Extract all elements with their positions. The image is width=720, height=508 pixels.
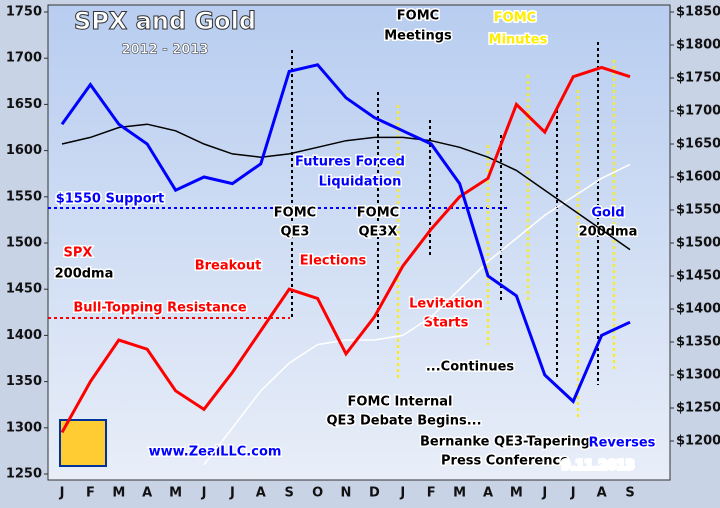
plot-frame	[47, 4, 671, 481]
annotation: Gold	[591, 206, 624, 221]
y-tick-label: 1500	[6, 236, 42, 251]
x-tick-label: M	[453, 486, 466, 501]
y2-tick-label: $1250	[676, 401, 720, 416]
x-tick-label: S	[285, 486, 294, 501]
annotation: FOMC	[274, 206, 316, 221]
chart-subtitle: 2012 - 2013	[122, 43, 209, 58]
annotation: 200dma	[55, 267, 114, 282]
y2-tick-label: $1650	[676, 137, 720, 152]
y2-tick-label: $1750	[676, 71, 720, 86]
annotation: Press Conference	[441, 454, 569, 469]
y2-tick-label: $1600	[676, 170, 720, 185]
logo	[59, 419, 107, 467]
x-tick-label: F	[427, 486, 436, 501]
y2-tick-label: $1850	[676, 5, 720, 20]
chart-title: SPX and Gold	[74, 7, 256, 35]
annotation: Liquidation	[319, 175, 402, 190]
annotation: $1550 Support	[56, 192, 165, 207]
annotation: Bernanke QE3-Tapering	[420, 435, 590, 450]
x-tick-label: M	[112, 486, 125, 501]
series-line	[60, 63, 631, 404]
x-tick-label: D	[369, 486, 380, 501]
annotation: ...Continues	[426, 360, 515, 375]
annotation: Reverses	[589, 436, 656, 451]
y2-tick-label: $1350	[676, 335, 720, 350]
annotation: Elections	[300, 254, 367, 269]
x-tick-label: F	[86, 486, 95, 501]
annotation: 200dma	[579, 225, 638, 240]
annotation: Starts	[424, 316, 469, 331]
y-tick-label: 1250	[6, 467, 42, 482]
y2-tick-label: $1400	[676, 302, 720, 317]
annotation: FOMC	[397, 9, 439, 24]
annotation: Futures Forced	[295, 155, 405, 170]
y-tick-label: 1300	[6, 420, 42, 435]
y2-tick-label: $1550	[676, 203, 720, 218]
y-tick-label: 1600	[6, 143, 42, 158]
annotation: QE3 Debate Begins...	[326, 414, 481, 429]
x-tick-label: O	[312, 486, 323, 501]
x-tick-label: J	[59, 486, 65, 501]
y-tick-label: 1350	[6, 374, 42, 389]
annotation: QE3	[281, 225, 310, 240]
x-tick-label: A	[597, 486, 607, 501]
series-line	[60, 65, 631, 434]
series	[60, 63, 631, 466]
y-tick-label: 1400	[6, 328, 42, 343]
annotation: FOMC	[494, 11, 536, 26]
x-tick-label: S	[625, 486, 634, 501]
x-tick-label: J	[201, 486, 207, 501]
x-tick-label: M	[169, 486, 182, 501]
y2-tick-label: $1700	[676, 104, 720, 119]
x-tick-label: J	[570, 486, 576, 501]
annotations: Gold 200dma SPX 200dma FOMC Meetings FOMC Minut…	[53, 7, 657, 475]
y2-tick-label: $1450	[676, 269, 720, 284]
annotation: Bull-Topping Resistance	[73, 301, 246, 316]
x-tick-label: M	[510, 486, 523, 501]
y-tick-label: 1550	[6, 189, 42, 204]
x-tick-label: N	[341, 486, 352, 501]
annotation: Meetings	[384, 29, 452, 44]
x-tick-label: A	[483, 486, 493, 501]
y-tick-label: 1450	[6, 282, 42, 297]
annotation: Breakout	[195, 259, 262, 274]
x-tick-label: J	[229, 486, 235, 501]
y-tick-label: 1650	[6, 97, 42, 112]
annotation: FOMC Internal	[348, 395, 453, 410]
y2-tick-label: $1800	[676, 38, 720, 53]
y2-tick-label: $1300	[676, 368, 720, 383]
annotation: FOMC	[357, 206, 399, 221]
decorations	[48, 42, 615, 467]
series-line	[61, 123, 631, 251]
annotation: www.ZealLLC.com	[149, 445, 282, 460]
y2-tick-label: $1500	[676, 236, 720, 251]
y2-tick-label: $1200	[676, 434, 720, 449]
series-line	[203, 163, 631, 466]
x-tick-label: A	[256, 486, 266, 501]
annotation: 9.11.2013	[561, 459, 634, 474]
x-tick-label: A	[142, 486, 152, 501]
y-tick-label: 1700	[6, 51, 42, 66]
annotation: Levitation	[409, 297, 483, 312]
y-tick-label: 1750	[6, 5, 42, 20]
annotation: SPX	[64, 246, 93, 261]
x-tick-label: J	[399, 486, 405, 501]
annotation: QE3X	[359, 225, 398, 240]
annotation: Minutes	[489, 33, 548, 48]
x-tick-label: J	[541, 486, 547, 501]
